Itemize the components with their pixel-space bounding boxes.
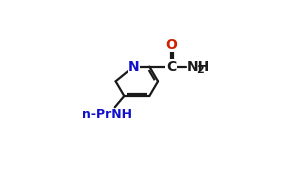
Text: NH: NH [187,60,210,74]
Text: O: O [165,38,177,52]
Text: n-PrNH: n-PrNH [82,108,132,121]
Text: C: C [166,60,176,74]
Text: 2: 2 [197,65,204,75]
Text: N: N [128,60,140,74]
